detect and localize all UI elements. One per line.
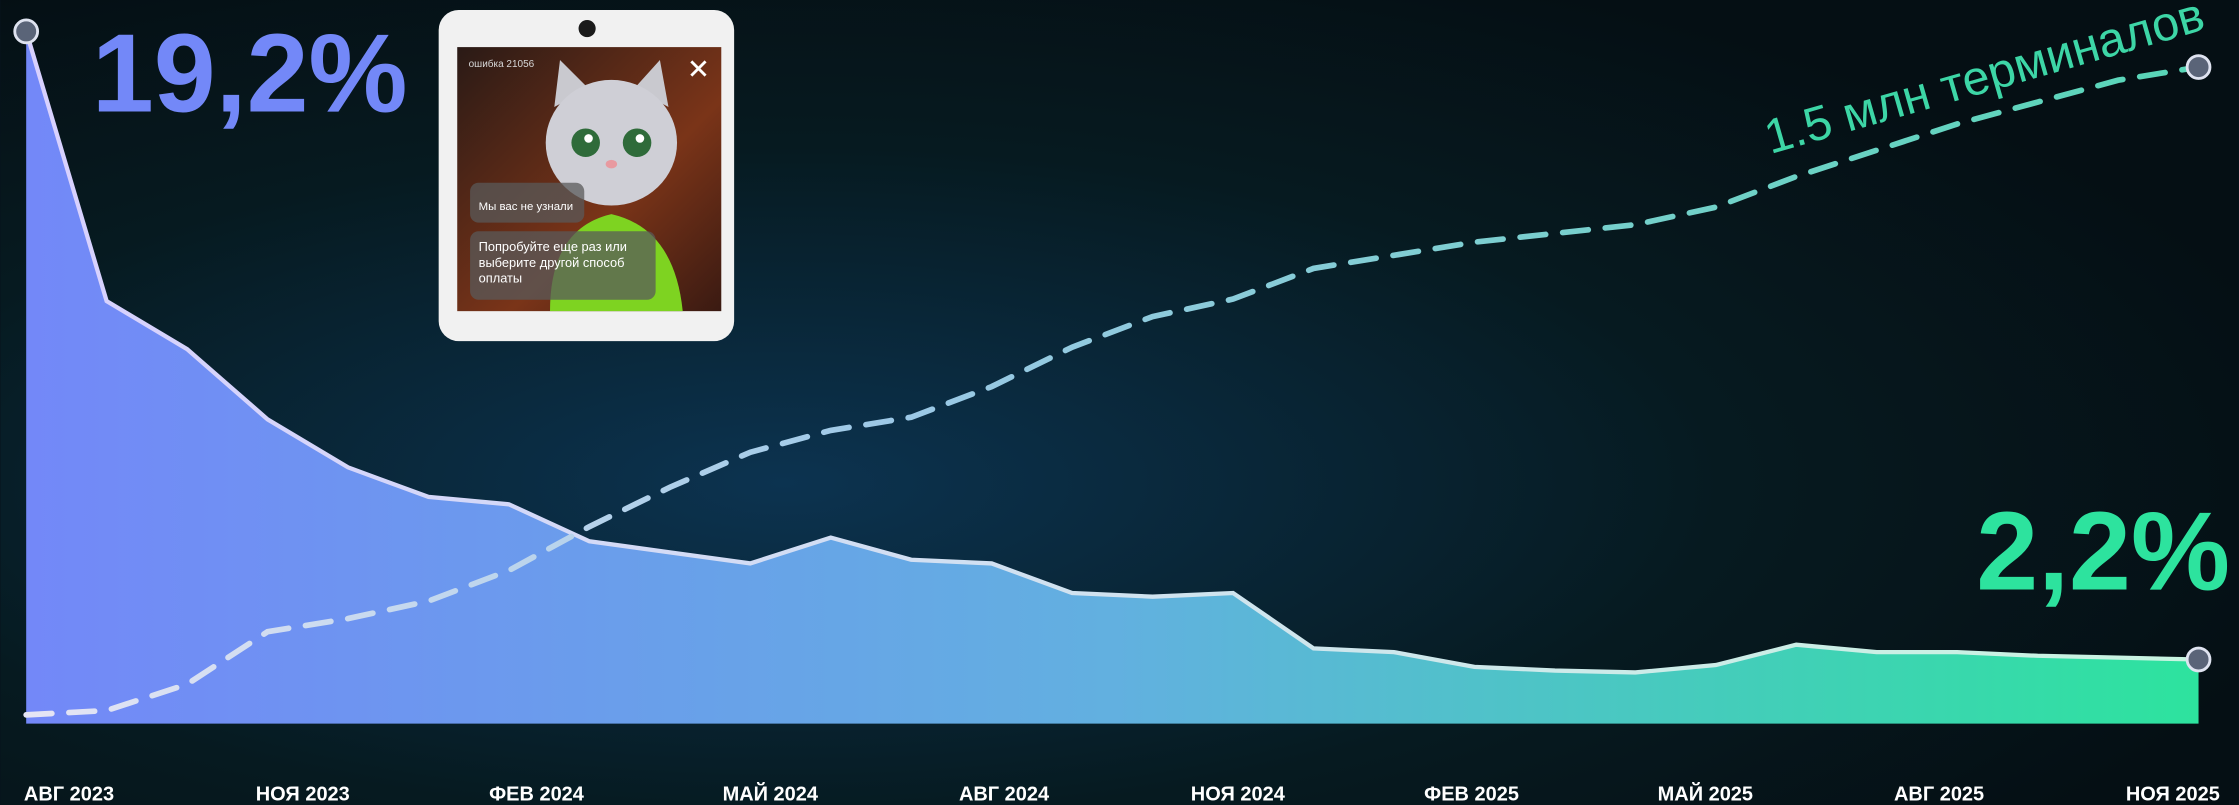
area-edge	[24, 30, 2199, 675]
x-tick-label: НОЯ 2024	[1191, 784, 1285, 805]
hint-line: выберите другой способ	[479, 255, 625, 270]
terminal-camera	[578, 19, 596, 38]
x-tick-label: АВГ 2025	[1894, 784, 1984, 805]
hint-line: оплаты	[479, 271, 523, 286]
close-icon	[690, 60, 707, 77]
plot	[13, 18, 2212, 724]
terminals-line	[23, 64, 2202, 718]
x-tick-label: НОЯ 2023	[256, 784, 350, 805]
start-value-label: 19,2%	[92, 10, 408, 135]
cat-head	[545, 79, 678, 206]
x-tick-label: АВГ 2024	[959, 784, 1049, 805]
error-code: ошибка 21056	[469, 58, 535, 70]
x-tick-label: НОЯ 2025	[2126, 784, 2220, 805]
message: Мы вас не узнали	[479, 201, 573, 213]
end-value-label: 2,2%	[1976, 488, 2230, 613]
end-dot	[13, 18, 40, 45]
hint-box	[470, 231, 656, 300]
hint-line: Попробуйте еще раз или	[479, 239, 627, 254]
area-fill	[26, 31, 2199, 724]
message-box	[470, 182, 585, 223]
x-tick-label: ФЕВ 2025	[1424, 784, 1519, 805]
cat-ears	[554, 59, 669, 108]
end-dot	[2185, 646, 2212, 673]
x-tick-label: МАЙ 2025	[1658, 782, 1753, 805]
x-tick-label: МАЙ 2024	[723, 782, 818, 805]
end-dot	[2185, 54, 2212, 80]
x-tick-label: АВГ 2023	[24, 784, 114, 805]
terminal-illustration: ошибка 21056 Мы вас не узнали Попробуйте…	[438, 9, 735, 342]
x-tick-label: ФЕВ 2024	[489, 784, 584, 805]
